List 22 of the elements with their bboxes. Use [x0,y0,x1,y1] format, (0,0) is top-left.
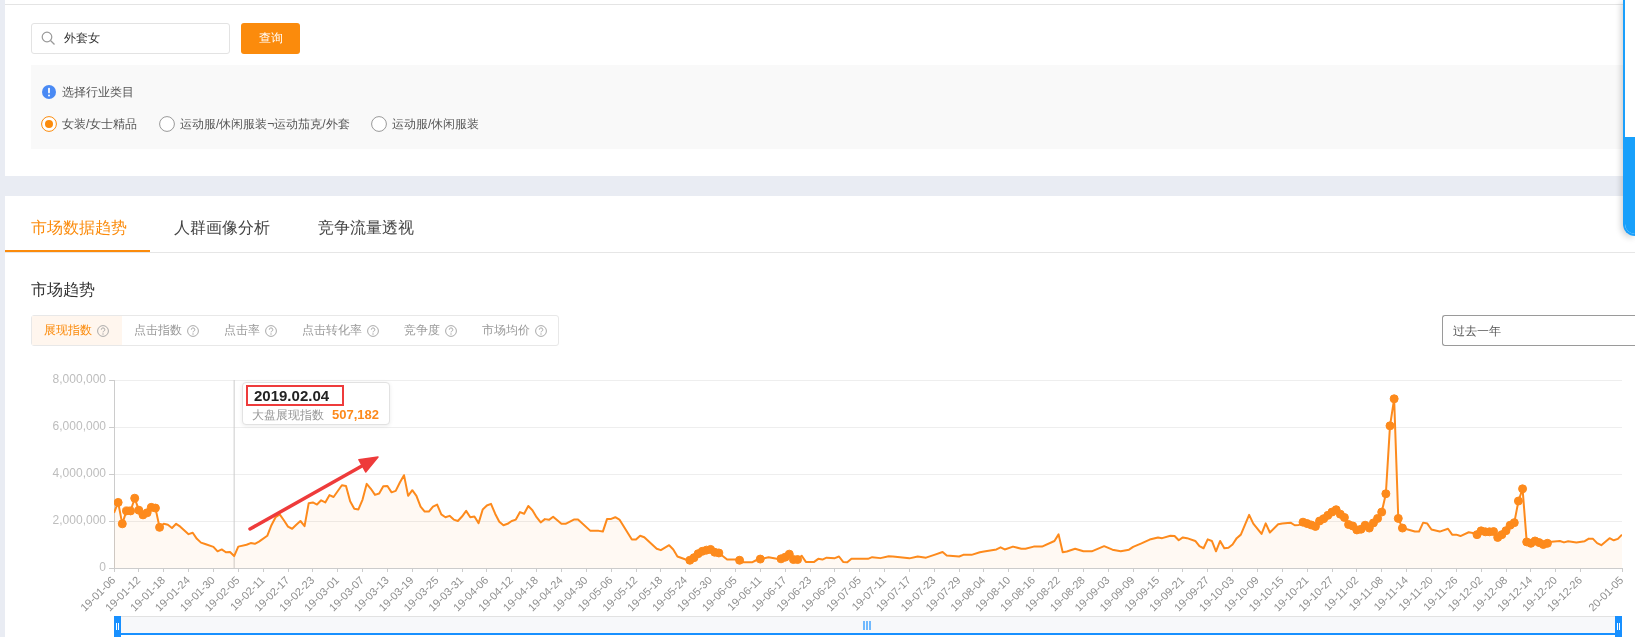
chart-title: 市场趋势 [31,280,95,300]
annotation: 大盘展现指数 [252,407,324,423]
select-field: 过去一年 [1442,315,1635,346]
highlight-outline: 2019.02.04 [246,385,344,406]
text: 市场数据趋势 [31,218,127,238]
annotation: 2019.02.04 [254,387,330,404]
annotation: 507,182 [332,407,379,423]
y-tick-label: 4,000,000 [52,466,107,481]
text: 竞争流量透视 [318,218,414,238]
text: 运动服/休闲服装¬运动茄克/外套 [180,116,350,132]
text: 选择行业类目 [62,84,134,100]
y-tick-label: 8,000,000 [52,372,107,387]
tooltip-box: 2019.02.04 大盘展现指数 507,182 [242,382,390,425]
search-field: 外套女 [31,23,230,54]
text: 女装/女士精品 [62,116,138,132]
y-tick-label: 0 [99,560,107,575]
metric-tabs: 展现指数 点击指数 点击率 点击转化率 竞争度 市场均价 [31,315,559,346]
y-tick-label: 2,000,000 [52,513,107,528]
text: 人群画像分析 [174,218,270,238]
y-tick-label: 6,000,000 [52,419,107,434]
button: 查询 [241,23,300,54]
text: 运动服/休闲服装 [392,116,480,132]
